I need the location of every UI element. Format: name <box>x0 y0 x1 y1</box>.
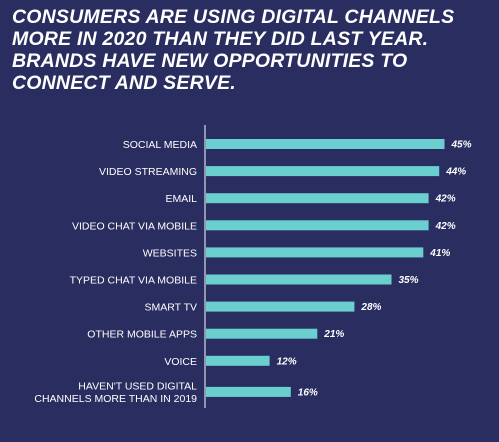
category-label-line: VOICE <box>164 356 197 368</box>
bar <box>206 220 429 231</box>
category-label-line: EMAIL <box>165 193 197 205</box>
category-label-line: CHANNELS MORE THAN IN 2019 <box>34 393 197 405</box>
value-label: 35% <box>399 275 419 286</box>
category-label-line: TYPED CHAT VIA MOBILE <box>70 275 197 287</box>
chart-title: CONSUMERS ARE USING DIGITAL CHANNELS MOR… <box>12 6 492 94</box>
category-label: VOICE <box>164 356 197 368</box>
bar <box>206 386 291 397</box>
category-label: VIDEO STREAMING <box>99 166 197 178</box>
category-label-line: SMART TV <box>144 302 197 314</box>
category-label-line: VIDEO STREAMING <box>99 166 197 178</box>
category-label: SOCIAL MEDIA <box>123 139 197 151</box>
category-label-line: HAVEN'T USED DIGITAL <box>78 381 197 393</box>
category-label: HAVEN'T USED DIGITAL CHANNELS MORE THAN I… <box>34 381 197 406</box>
category-label: WEBSITES <box>143 247 197 259</box>
value-label: 16% <box>298 387 318 398</box>
title-line-4: CONNECT AND SERVE. <box>12 72 236 94</box>
title-line-3: BRANDS HAVE NEW OPPORTUNITIES TO <box>12 50 408 72</box>
title-line-1: CONSUMERS ARE USING DIGITAL CHANNELS <box>12 6 455 28</box>
category-label: EMAIL <box>165 193 197 205</box>
value-label: 42% <box>435 221 456 232</box>
value-label: 21% <box>323 329 344 340</box>
category-label: VIDEO CHAT VIA MOBILE <box>72 220 197 232</box>
bar <box>206 193 429 204</box>
category-label: TYPED CHAT VIA MOBILE <box>70 275 197 287</box>
value-label: 41% <box>429 248 450 259</box>
value-label: 12% <box>277 356 297 367</box>
bar <box>206 166 440 177</box>
title-line-2: MORE IN 2020 THAN THEY DID LAST YEAR. <box>12 28 429 50</box>
bar <box>206 247 424 258</box>
bar <box>206 274 392 285</box>
bar <box>206 328 318 339</box>
category-label-line: VIDEO CHAT VIA MOBILE <box>72 220 197 232</box>
value-label: 28% <box>360 302 381 313</box>
category-label-line: WEBSITES <box>143 247 197 259</box>
bar <box>206 139 445 149</box>
category-label: OTHER MOBILE APPS <box>87 329 197 341</box>
category-label-line: OTHER MOBILE APPS <box>87 329 197 341</box>
category-label: SMART TV <box>144 302 197 314</box>
category-label-line: SOCIAL MEDIA <box>123 139 197 151</box>
bar <box>206 301 355 312</box>
value-label: 42% <box>435 194 456 205</box>
bar <box>206 355 270 366</box>
value-label: 45% <box>451 140 472 151</box>
value-label: 44% <box>445 167 466 178</box>
